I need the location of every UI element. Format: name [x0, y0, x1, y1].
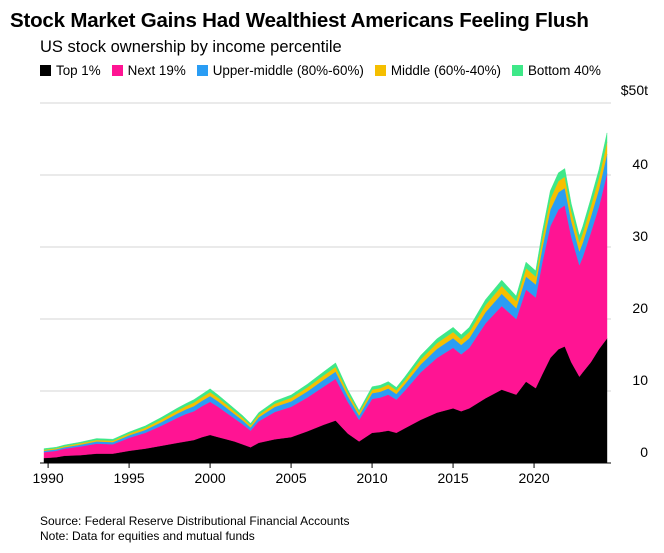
y-tick-label: $50t — [621, 82, 648, 98]
chart-subtitle: US stock ownership by income percentile — [40, 38, 342, 56]
y-tick-label: 0 — [640, 444, 648, 460]
legend-item-middle: Middle (60%-40%) — [374, 63, 501, 78]
area-bottom-40 — [43, 132, 608, 450]
x-tick-label: 1990 — [33, 470, 64, 486]
y-tick-label: 20 — [632, 300, 648, 316]
x-tick-label: 2005 — [275, 470, 306, 486]
legend-swatch-top-1 — [40, 65, 51, 76]
data-note: Note: Data for equities and mutual funds — [40, 529, 255, 543]
legend-label-upper-middle: Upper-middle (80%-60%) — [212, 63, 364, 78]
legend-swatch-next-19 — [111, 65, 123, 76]
chart-legend: Top 1% Next 19% Upper-middle (80%-60%) M… — [40, 63, 601, 78]
chart-title: Stock Market Gains Had Wealthiest Americ… — [10, 9, 589, 32]
x-tick-label: 2015 — [437, 470, 468, 486]
x-tick-label: 2010 — [356, 470, 387, 486]
legend-swatch-middle — [374, 65, 386, 76]
legend-item-bottom-40: Bottom 40% — [511, 63, 601, 78]
source-note: Source: Federal Reserve Distributional F… — [40, 514, 350, 528]
x-tick-label: 2020 — [518, 470, 549, 486]
y-tick-label: 10 — [632, 372, 648, 388]
legend-swatch-bottom-40 — [511, 65, 523, 76]
x-tick-label: 1995 — [114, 470, 145, 486]
legend-item-top-1: Top 1% — [40, 63, 101, 78]
legend-item-upper-middle: Upper-middle (80%-60%) — [196, 63, 364, 78]
y-tick-label: 40 — [632, 156, 648, 172]
legend-label-next-19: Next 19% — [127, 63, 186, 78]
legend-swatch-upper-middle — [196, 65, 208, 76]
area-series-group — [43, 132, 608, 464]
legend-label-top-1: Top 1% — [56, 63, 101, 78]
axes: 0 10 20 30 40 $50t 1990 1995 2000 2005 2010 2015 202… — [33, 82, 649, 486]
legend-label-bottom-40: Bottom 40% — [527, 63, 601, 78]
x-tick-label: 2000 — [195, 470, 226, 486]
legend-label-middle: Middle (60%-40%) — [390, 63, 501, 78]
y-tick-label: 30 — [632, 228, 648, 244]
legend-item-next-19: Next 19% — [111, 63, 186, 78]
